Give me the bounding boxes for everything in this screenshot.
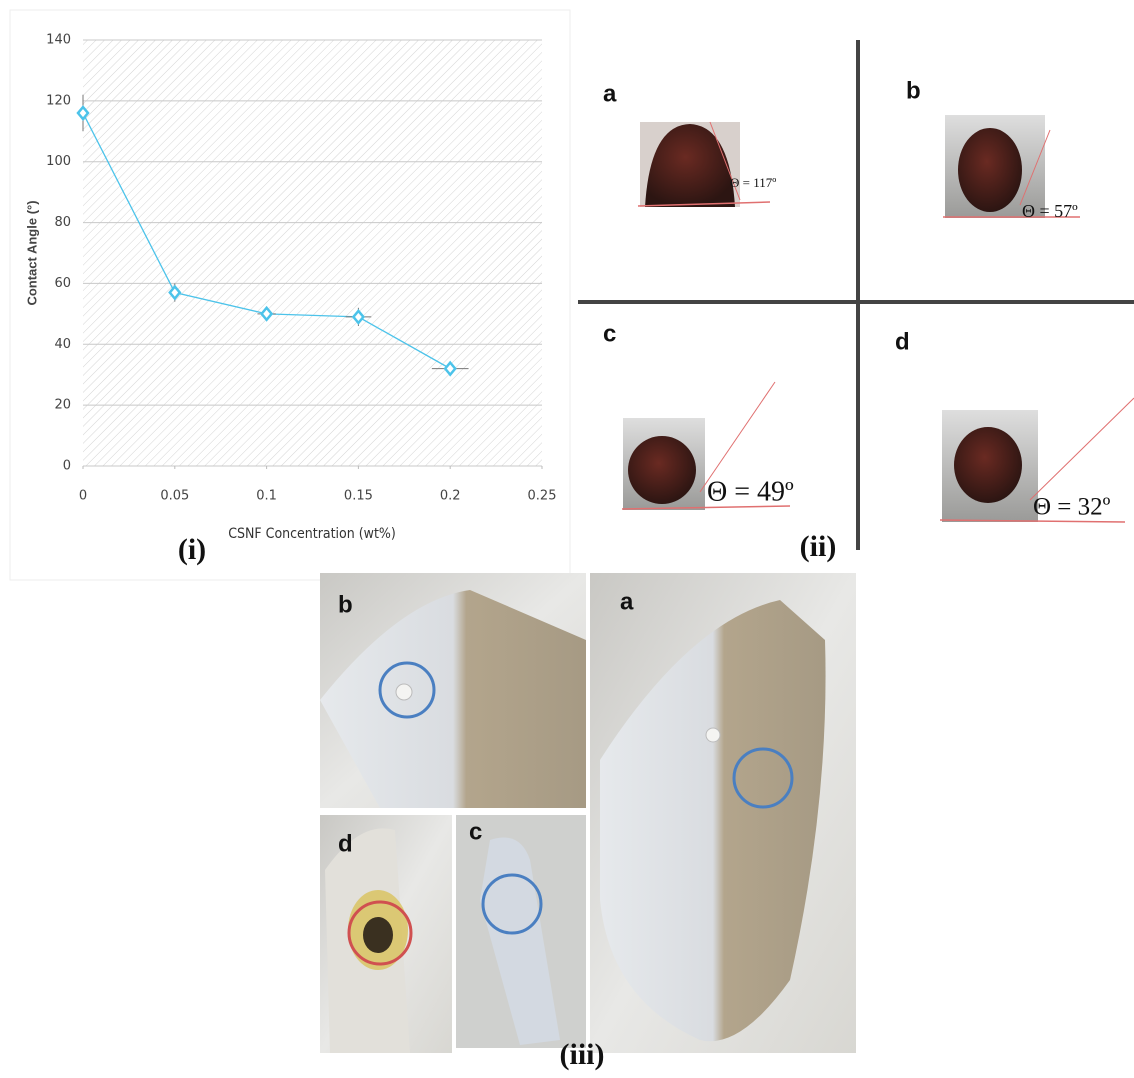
photo bbox=[320, 573, 586, 808]
photo bbox=[456, 815, 586, 1048]
x-axis-label: CSNF Concentration (wt%) bbox=[228, 526, 396, 542]
angle-label: Θ = 49º bbox=[707, 476, 794, 507]
angle-label: Θ = 57º bbox=[1022, 201, 1078, 221]
panel-label: (i) bbox=[178, 533, 206, 566]
panel-label: (iii) bbox=[560, 1038, 605, 1071]
x-tick-label: 0.2 bbox=[440, 489, 461, 504]
image-letter: b bbox=[906, 77, 921, 104]
y-tick-label: 20 bbox=[54, 398, 71, 413]
panel-iii: b a d c (iii) bbox=[320, 573, 856, 1071]
droplet-image bbox=[943, 115, 1080, 218]
chart-panel: Contact Angle (°) CSNF Concentration (wt… bbox=[9, 9, 571, 581]
data-point bbox=[76, 105, 90, 121]
y-tick-label: 120 bbox=[46, 93, 71, 108]
y-tick-label: 40 bbox=[54, 337, 71, 352]
y-tick-label: 0 bbox=[63, 459, 71, 474]
panel-ii: a b c d Θ = 117º Θ = 57º Θ = 49º bbox=[578, 40, 1134, 563]
photo bbox=[320, 815, 452, 1053]
data-point bbox=[168, 284, 182, 301]
y-tick-label: 80 bbox=[54, 215, 71, 230]
plot-area bbox=[83, 40, 542, 466]
photo-letter: a bbox=[620, 588, 634, 615]
photo-letter: d bbox=[338, 830, 353, 857]
x-tick-label: 0.1 bbox=[256, 489, 277, 504]
y-axis-label: Contact Angle (°) bbox=[24, 200, 39, 305]
data-point bbox=[259, 305, 274, 322]
image-letter: d bbox=[895, 328, 910, 355]
photo-letter: b bbox=[338, 591, 353, 618]
droplet-image bbox=[939, 397, 1134, 523]
y-tick-label: 60 bbox=[54, 276, 71, 291]
y-tick-label: 140 bbox=[46, 33, 71, 48]
x-tick-label: 0.25 bbox=[528, 489, 557, 504]
data-point bbox=[443, 360, 457, 377]
image-letter: a bbox=[603, 80, 617, 107]
panel-label: (ii) bbox=[800, 530, 837, 563]
droplet-image bbox=[637, 121, 771, 207]
angle-label: Θ = 32º bbox=[1033, 494, 1111, 521]
angle-label: Θ = 117º bbox=[730, 175, 776, 190]
image-letter: c bbox=[603, 320, 616, 347]
y-tick-label: 100 bbox=[46, 154, 71, 169]
x-tick-label: 0 bbox=[79, 489, 87, 504]
photo bbox=[590, 573, 856, 1053]
x-tick-label: 0.05 bbox=[160, 489, 189, 504]
photo-letter: c bbox=[469, 818, 482, 845]
data-point bbox=[351, 308, 366, 325]
droplet-image bbox=[621, 381, 791, 510]
x-tick-label: 0.15 bbox=[344, 489, 373, 504]
